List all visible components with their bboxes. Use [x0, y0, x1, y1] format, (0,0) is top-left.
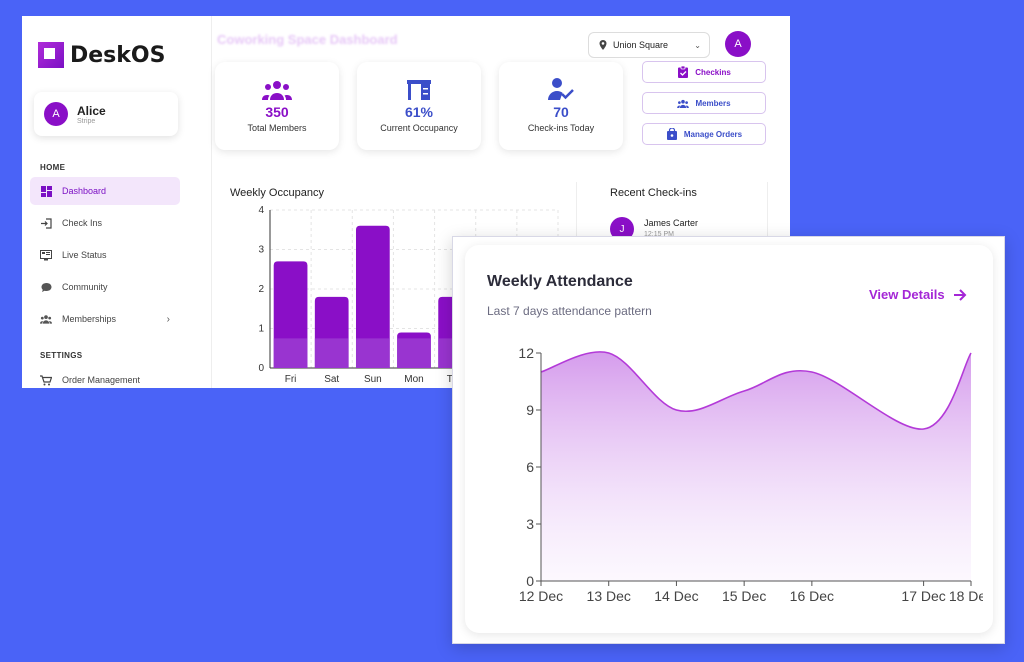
x-tick-label: 16 Dec [790, 588, 834, 604]
page-title: Coworking Space Dashboard [217, 32, 398, 47]
bar-segment [314, 338, 349, 368]
members-button[interactable]: Members [642, 92, 766, 114]
x-tick-label: 12 Dec [519, 588, 563, 604]
sidebar-item-label: Dashboard [62, 186, 107, 196]
checkin-time: 12:15 PM [644, 231, 674, 238]
sidebar-item-community[interactable]: Community [30, 273, 180, 301]
manage-orders-button-label: Manage Orders [683, 129, 743, 139]
x-tick-label: 18 Dec [949, 588, 983, 604]
sidebar: DeskOS A Alice Stripe HOME Dashboard Che… [22, 16, 212, 388]
attendance-window: Weekly Attendance Last 7 days attendance… [452, 236, 1005, 644]
stat-label: Total Members [247, 123, 307, 133]
bar [355, 225, 390, 368]
x-tick-label: Mon [404, 374, 423, 385]
view-details-link[interactable]: View Details [869, 287, 967, 302]
nav-heading-settings: SETTINGS [40, 351, 83, 360]
chevron-down-icon: ⌄ [694, 40, 701, 50]
y-tick-label: 4 [258, 205, 264, 216]
user-company: Stripe [77, 117, 96, 125]
attendance-subtitle: Last 7 days attendance pattern [487, 304, 652, 318]
y-tick-label: 1 [258, 324, 264, 335]
manage-orders-button[interactable]: Manage Orders [642, 123, 766, 145]
cart-icon [40, 374, 52, 386]
stat-value: 61% [404, 104, 434, 120]
people-icon [677, 97, 690, 109]
profile-avatar[interactable]: A [725, 31, 751, 57]
bar-segment [397, 338, 431, 368]
x-tick-label: 17 Dec [901, 588, 945, 604]
user-name: Alice [77, 103, 106, 118]
view-details-label: View Details [869, 287, 945, 302]
user-card[interactable]: A Alice Stripe [34, 92, 178, 136]
chevron-right-icon: › [166, 313, 170, 325]
location-value: Union Square [613, 40, 669, 50]
weekly-occupancy-chart: 01234FriSatSunMonTueWedThu [258, 205, 559, 385]
login-icon [40, 217, 52, 229]
sidebar-item-label: Order Management [62, 375, 141, 385]
x-tick-label: Sun [364, 374, 382, 385]
area-fill [541, 351, 971, 581]
app-logo[interactable]: DeskOS [38, 42, 165, 68]
y-tick-label: 9 [526, 402, 534, 418]
sidebar-item-label: Live Status [62, 250, 107, 260]
y-tick-label: 3 [258, 245, 264, 256]
logo-icon [38, 42, 64, 68]
x-tick-label: 15 Dec [722, 588, 766, 604]
recent-checkins-title: Recent Check-ins [610, 187, 697, 199]
sidebar-item-check-ins[interactable]: Check Ins [30, 209, 180, 237]
stat-card-total-members: 350 Total Members [215, 62, 339, 150]
dashboard-window: DeskOS A Alice Stripe HOME Dashboard Che… [22, 16, 790, 388]
x-tick-label: 14 Dec [654, 588, 698, 604]
weekly-attendance-chart: 0 3 6 9 12 12 Dec 13 Dec 14 Dec 15 Dec 16 Dec 17 D… [518, 345, 983, 604]
clipboard-check-icon [677, 66, 689, 78]
bar-segment [273, 338, 308, 368]
user-check-icon [499, 74, 623, 100]
group-icon [215, 74, 339, 100]
location-select[interactable]: Union Square ⌄ [588, 32, 710, 58]
attendance-title: Weekly Attendance [487, 273, 633, 290]
user-avatar: A [44, 102, 68, 126]
sidebar-item-label: Memberships [62, 314, 117, 324]
checkins-button-label: Checkins [695, 67, 731, 77]
sidebar-item-live-status[interactable]: Live Status [30, 241, 180, 269]
x-tick-label: Sat [324, 374, 339, 385]
y-tick-label: 2 [258, 284, 264, 295]
bar-segment [355, 338, 390, 368]
checkins-button[interactable]: Checkins [642, 61, 766, 83]
location-pin-icon [599, 40, 607, 50]
sidebar-item-label: Check Ins [62, 218, 103, 228]
stat-card-occupancy: 61% Current Occupancy [357, 62, 481, 150]
x-tick-label: 13 Dec [587, 588, 631, 604]
stat-label: Current Occupancy [380, 123, 458, 133]
stat-label: Check-ins Today [527, 123, 595, 133]
sidebar-item-dashboard[interactable]: Dashboard [30, 177, 180, 205]
nav-heading-home: HOME [40, 163, 66, 172]
stat-card-check-ins-today: 70 Check-ins Today [499, 62, 623, 150]
y-tick-label: 0 [258, 363, 264, 374]
arrow-right-icon [953, 288, 967, 301]
sidebar-item-memberships[interactable]: Memberships › [30, 305, 180, 333]
y-tick-label: 6 [526, 459, 534, 475]
dashboard-icon [40, 185, 52, 197]
weekly-occupancy-title: Weekly Occupancy [230, 187, 324, 199]
monitor-icon [40, 249, 52, 261]
bag-icon [666, 128, 678, 140]
y-tick-label: 0 [526, 573, 534, 589]
chat-icon [40, 281, 52, 293]
desk-icon [357, 74, 481, 100]
people-icon [40, 313, 52, 325]
series-line [540, 351, 972, 430]
x-tick-label: Fri [285, 374, 297, 385]
sidebar-item-order-management[interactable]: Order Management [30, 366, 180, 388]
members-button-label: Members [695, 98, 731, 108]
stat-value: 70 [553, 104, 569, 120]
app-name: DeskOS [70, 42, 166, 68]
y-tick-label: 3 [526, 516, 534, 532]
y-tick-label: 12 [518, 345, 534, 361]
checkin-name: James Carter [644, 218, 699, 228]
stat-value: 350 [265, 104, 289, 120]
sidebar-item-label: Community [62, 282, 108, 292]
